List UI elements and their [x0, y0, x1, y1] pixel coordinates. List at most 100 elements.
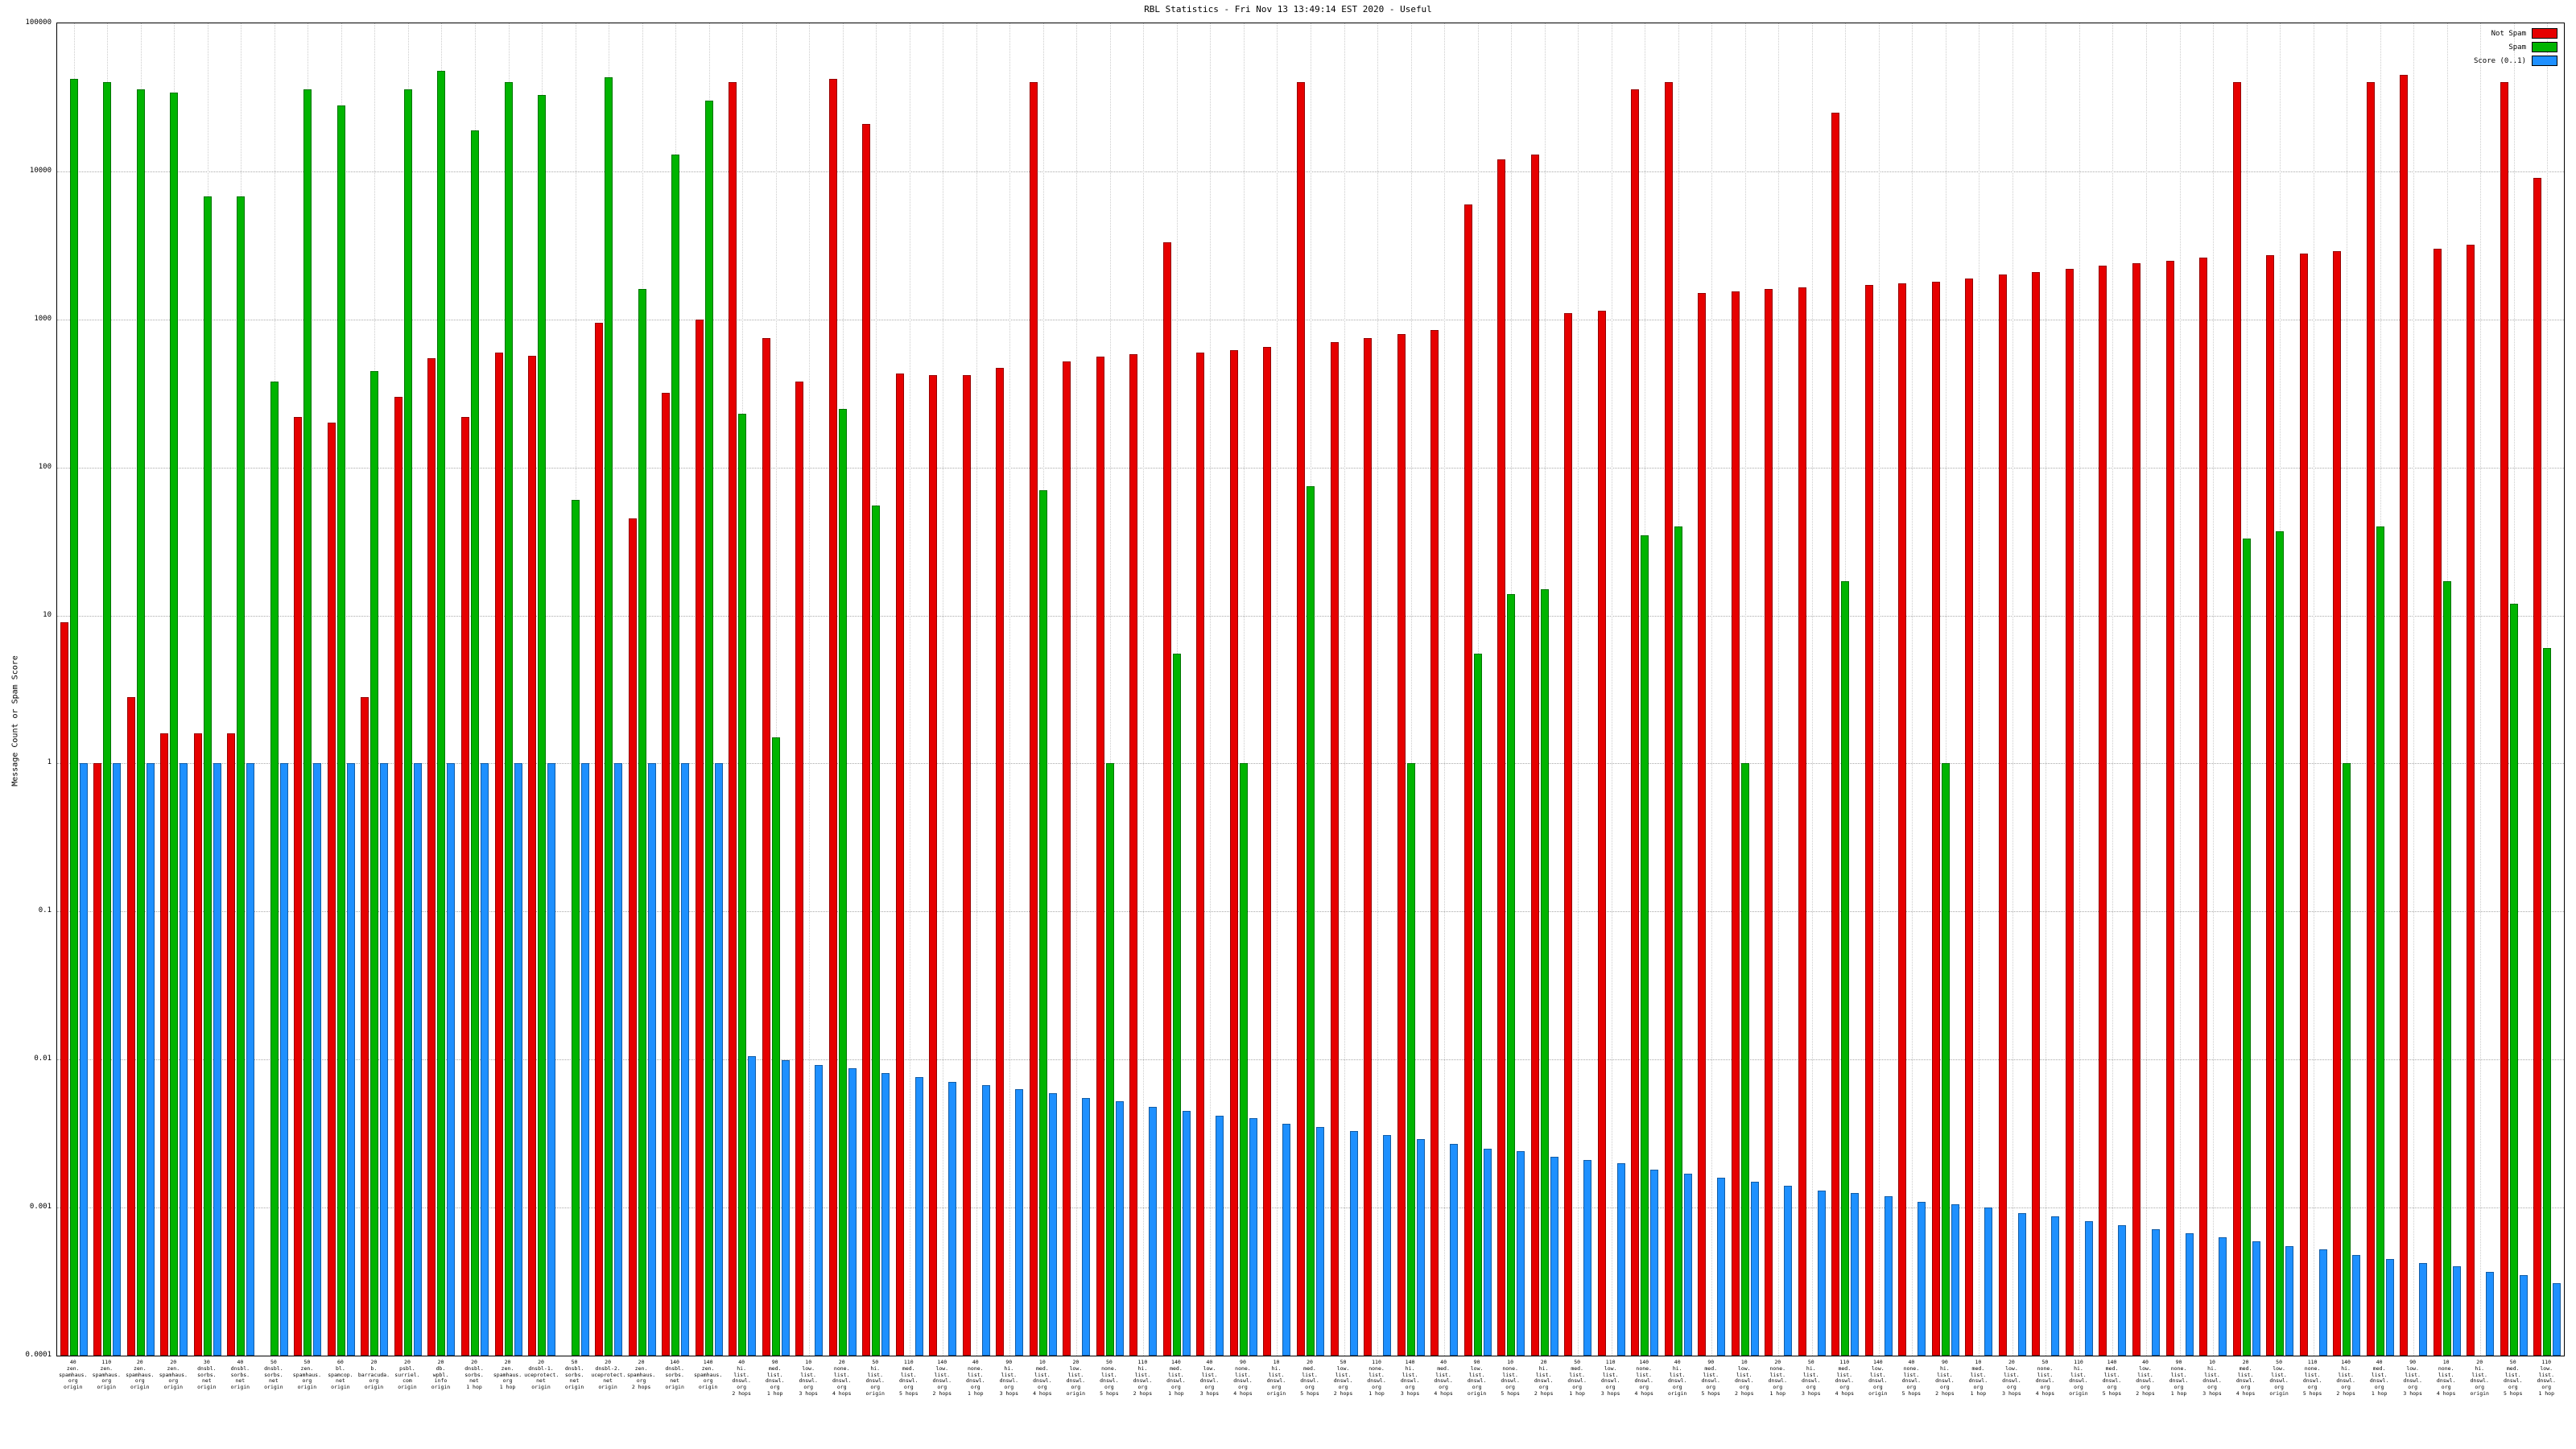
- bar-spam: [1172, 654, 1181, 1356]
- bar-not-spam: [93, 763, 102, 1356]
- y-tick-label: 1000: [34, 314, 52, 323]
- bar-not-spam: [862, 123, 871, 1356]
- bar-not-spam: [2366, 82, 2375, 1356]
- bar-not-spam: [1297, 82, 1305, 1356]
- x-tick-label: 90 none. list. dnswl. org 4 hops: [1233, 1359, 1253, 1397]
- bar-not-spam: [294, 416, 303, 1356]
- x-tick-label: 50 dnsbl. sorbs. net origin: [264, 1359, 283, 1391]
- bar-not-spam: [494, 352, 503, 1356]
- bar-score: [1015, 1089, 1024, 1356]
- gridline-vertical: [1711, 23, 1713, 1356]
- y-tick-label: 10: [43, 610, 52, 619]
- bar-score: [2486, 1271, 2495, 1356]
- bar-score: [881, 1073, 890, 1356]
- bar-score: [447, 763, 456, 1356]
- bar-spam: [1740, 763, 1749, 1356]
- bar-not-spam: [394, 396, 402, 1356]
- gridline-vertical: [2112, 23, 2114, 1356]
- bar-spam: [2376, 526, 2384, 1356]
- bar-score: [1249, 1118, 1257, 1356]
- bar-score: [1349, 1130, 1358, 1356]
- bar-score: [1082, 1097, 1091, 1356]
- bar-score: [1717, 1177, 1726, 1356]
- bar-not-spam: [327, 423, 336, 1356]
- x-tick-label: 10 hi. list. dnswl. org origin: [1266, 1359, 1286, 1397]
- x-tick-label: 50 med. list. dnswl. org 5 hops: [2503, 1359, 2523, 1397]
- bar-spam: [69, 79, 78, 1356]
- gridline-vertical: [1912, 23, 1913, 1356]
- x-tick-label: 20 psbl. surriel. com origin: [394, 1359, 420, 1391]
- bar-spam: [1105, 763, 1114, 1356]
- x-tick-label: 140 med. list. dnswl. org 1 hop: [1166, 1359, 1186, 1397]
- x-tick-label: 20 hi. list. dnswl. org 2 hops: [1534, 1359, 1554, 1397]
- bar-score: [2252, 1241, 2260, 1356]
- bar-spam: [1674, 526, 1682, 1356]
- bar-spam: [2242, 539, 2251, 1356]
- x-tick-label: 40 med. list. dnswl. org 1 hop: [2369, 1359, 2389, 1397]
- gridline-vertical: [1778, 23, 1780, 1356]
- x-tick-label: 40 med. list. dnswl. org 4 hops: [1434, 1359, 1453, 1397]
- bar-score: [948, 1081, 957, 1356]
- bar-spam: [605, 77, 613, 1356]
- bar-spam: [504, 82, 513, 1356]
- bar-score: [1550, 1157, 1558, 1356]
- bar-score: [614, 763, 623, 1356]
- bar-spam: [336, 105, 345, 1356]
- bar-score: [346, 763, 355, 1356]
- bar-not-spam: [595, 322, 604, 1356]
- bar-spam: [370, 370, 379, 1356]
- x-tick-label: 40 low. list. dnswl. org 3 hops: [1199, 1359, 1220, 1397]
- gridline-vertical: [1076, 23, 1078, 1356]
- bar-spam: [671, 154, 680, 1356]
- bar-not-spam: [2266, 255, 2275, 1356]
- bar-spam: [237, 196, 246, 1356]
- x-tick-label: 20 hi. list. dnswl. org origin: [2470, 1359, 2489, 1397]
- gridline-vertical: [2079, 23, 2080, 1356]
- bar-score: [714, 763, 723, 1356]
- x-tick-label: 40 hi. list. dnswl. org 2 hops: [732, 1359, 751, 1397]
- x-tick-label: 20 none. list. dnswl. org 1 hop: [1768, 1359, 1788, 1397]
- x-axis-labels: 40 zen. spamhaus. org origin 110 zen. spa…: [56, 1359, 2565, 1447]
- x-tick-label: 50 low. list. dnswl. org 2 hops: [1333, 1359, 1353, 1397]
- bar-not-spam: [227, 733, 236, 1356]
- bar-score: [481, 763, 489, 1356]
- bar-not-spam: [427, 357, 436, 1356]
- bar-not-spam: [160, 733, 169, 1356]
- bar-score: [1683, 1173, 1692, 1356]
- x-tick-label: 20 dnsbl-2. uceprotect. net origin: [591, 1359, 626, 1391]
- bar-not-spam: [126, 697, 135, 1356]
- bar-score: [146, 763, 155, 1356]
- legend-label: Score (0..1): [2473, 56, 2526, 65]
- bar-spam: [471, 130, 479, 1356]
- gridline-vertical: [1410, 23, 1412, 1356]
- bar-score: [1583, 1159, 1592, 1356]
- bar-score: [1149, 1106, 1158, 1356]
- bar-score: [246, 763, 255, 1356]
- y-tick-label: 0.1: [38, 906, 52, 915]
- bar-spam: [771, 737, 780, 1356]
- bar-spam: [1038, 490, 1047, 1356]
- bar-spam: [1406, 763, 1415, 1356]
- x-tick-label: 90 med. list. dnswl. org 1 hop: [765, 1359, 785, 1397]
- bar-spam: [1473, 654, 1482, 1356]
- chart-title: RBL Statistics - Fri Nov 13 13:49:14 EST…: [1144, 4, 1432, 14]
- x-tick-label: 90 hi. list. dnswl. org 2 hops: [1935, 1359, 1955, 1397]
- bar-spam: [1841, 581, 1850, 1356]
- bar-score: [2519, 1274, 2528, 1356]
- bar-not-spam: [1397, 333, 1406, 1356]
- x-tick-label: 110 zen. spamhaus. org origin: [92, 1359, 121, 1391]
- bar-spam: [203, 196, 212, 1356]
- bar-score: [1416, 1139, 1425, 1356]
- bar-score: [1450, 1143, 1459, 1356]
- bar-not-spam: [628, 518, 637, 1356]
- bar-score: [2285, 1245, 2294, 1356]
- gridline-vertical: [1009, 23, 1011, 1356]
- legend-label: Not Spam: [2491, 29, 2526, 38]
- x-tick-label: 20 zen. spamhaus. org origin: [126, 1359, 155, 1391]
- bar-score: [1383, 1134, 1392, 1356]
- bar-not-spam: [1631, 89, 1640, 1356]
- gridline-vertical: [1444, 23, 1446, 1356]
- x-tick-label: 90 low. list. dnswl. org 3 hops: [2403, 1359, 2422, 1397]
- bar-score: [2385, 1258, 2394, 1356]
- bar-score: [1115, 1101, 1124, 1356]
